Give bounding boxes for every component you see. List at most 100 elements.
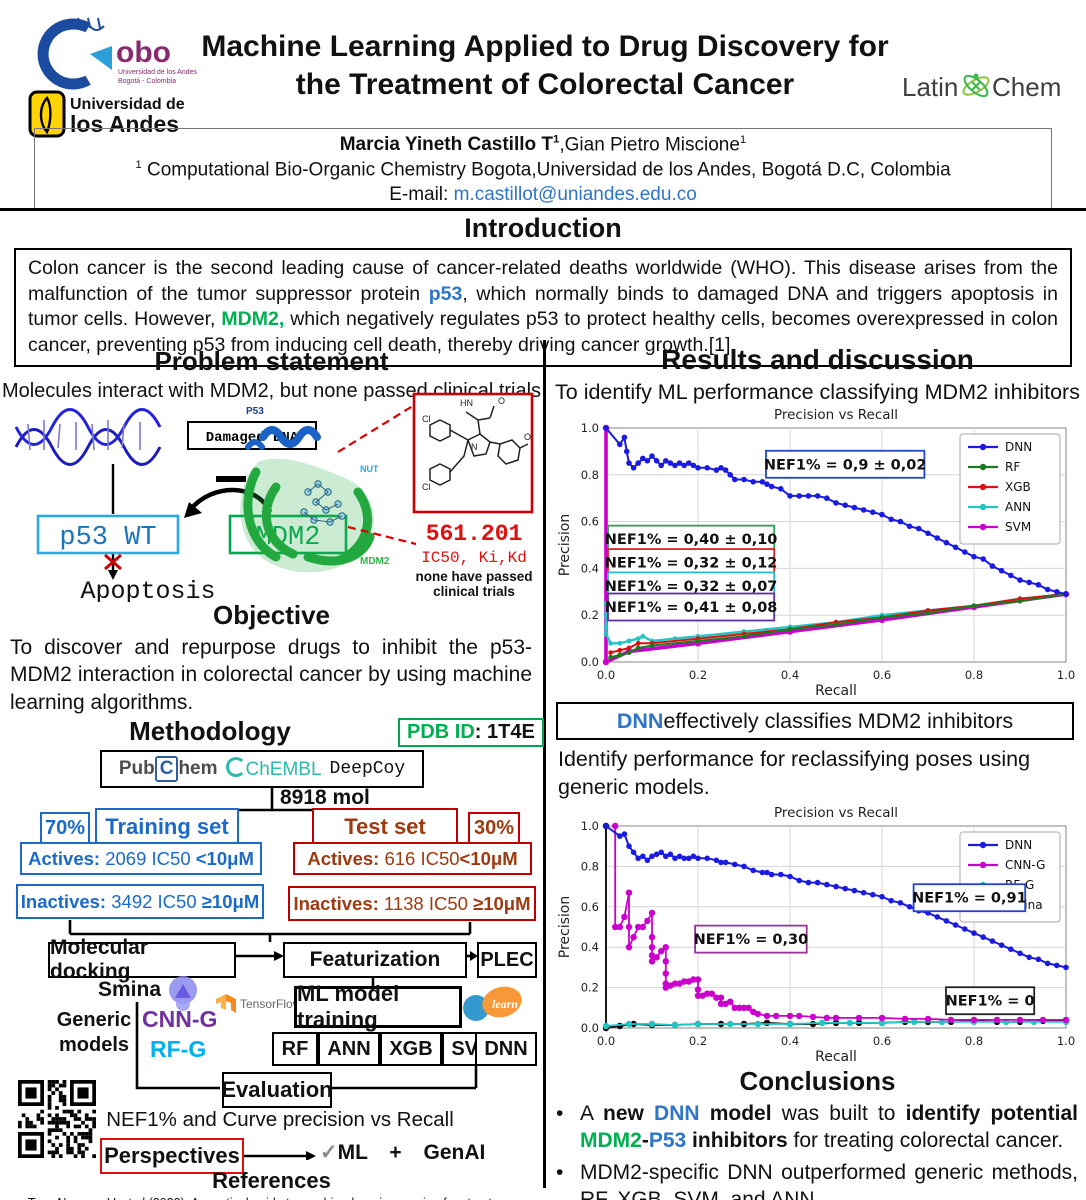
- svg-text:1.0: 1.0: [581, 819, 599, 833]
- cnn-g-label: CNN-G: [142, 1006, 218, 1032]
- conclusions-heading: Conclusions: [739, 1066, 896, 1096]
- svg-text:0.4: 0.4: [581, 940, 599, 954]
- protein-structure: P53 NUT MDM2: [240, 406, 390, 573]
- svg-text:0.2: 0.2: [581, 608, 599, 622]
- generic-models-label: Generic models: [56, 1009, 132, 1056]
- training-set-box: Training set: [95, 808, 239, 846]
- authors-box: Marcia Yineth Castillo T1,Gian Pietro Mi…: [34, 128, 1052, 210]
- header-divider: [0, 208, 1086, 211]
- svg-text:0.0: 0.0: [597, 668, 615, 682]
- rf-g-label: RF-G: [150, 1036, 207, 1062]
- problem-heading: Problem statement: [154, 346, 389, 376]
- svg-text:NEF1% = 0,9 ± 0,02: NEF1% = 0,9 ± 0,02: [764, 457, 927, 473]
- svg-text:NEF1% = 0,91: NEF1% = 0,91: [912, 891, 1027, 907]
- p53-term: p53: [428, 282, 463, 305]
- svg-text:0.6: 0.6: [581, 515, 599, 529]
- svg-text:Universidad de los Andes: Universidad de los Andes: [118, 69, 197, 76]
- svg-text:CNN-G: CNN-G: [1005, 858, 1045, 872]
- conclusion-item-2: • MDM2-specific DNN outperformed generic…: [556, 1160, 1078, 1200]
- deepcoy-logo: DeepCoy: [329, 759, 406, 779]
- svg-text:clinical trials: clinical trials: [433, 584, 515, 599]
- svg-text:NEF1% = 0,30: NEF1% = 0,30: [694, 932, 809, 948]
- svg-text:0.4: 0.4: [581, 561, 599, 575]
- train-actives-box: Actives: 2069 IC50 <10μM: [20, 842, 262, 875]
- svg-text:0.2: 0.2: [689, 1034, 707, 1048]
- svg-text:none have passed: none have passed: [415, 569, 532, 584]
- svg-text:Latin: Latin: [902, 72, 958, 102]
- check-icon: ✓: [320, 1141, 338, 1164]
- svg-text:SVM: SVM: [1005, 520, 1031, 534]
- mol-metrics: IC50, Ki,Kd: [421, 549, 527, 567]
- perspectives-box: Perspectives: [100, 1138, 244, 1174]
- svg-text:O: O: [498, 396, 505, 406]
- svg-text:0.8: 0.8: [965, 668, 983, 682]
- svg-text:N: N: [471, 442, 478, 452]
- uniandes-logo: Universidad de los Andes: [28, 90, 185, 138]
- model-box-dnn: DNN: [475, 1032, 537, 1066]
- precision-recall-chart-2: 0.00.0 0.2 0.2 0.4 0.4 0.6 0.6 0.8 0.8 1.0 1.0 Prec…: [557, 805, 1075, 1065]
- model-box-rf: RF: [272, 1032, 318, 1066]
- poster-title: Machine Learning Applied to Drug Discove…: [201, 30, 889, 101]
- perspectives-targets: ✓ML + GenAI: [320, 1141, 486, 1164]
- mol-count: 8918 mol: [280, 786, 370, 809]
- sklearn-logo: learn: [463, 986, 522, 1021]
- problem-diagram: Damaged DNA p53 WT MDM2 Apoptosis: [14, 392, 534, 602]
- svg-text:0.8: 0.8: [581, 859, 599, 873]
- svg-text:1.0: 1.0: [1057, 668, 1075, 682]
- svg-text:NUT: NUT: [360, 464, 379, 474]
- svg-text:Chem: Chem: [992, 72, 1061, 102]
- train-inactives-box: Inactives: 3492 IC50 ≥10μM: [16, 884, 264, 919]
- affiliation-line: 1 Computational Bio-Organic Chemistry Bo…: [135, 159, 951, 181]
- svg-text:0.4: 0.4: [781, 668, 799, 682]
- svg-text:NEF1% = 0,32 ± 0,07: NEF1% = 0,32 ± 0,07: [605, 579, 778, 595]
- problem-subtitle: Molecules interact with MDM2, but none p…: [1, 380, 542, 402]
- svg-text:ANN: ANN: [1005, 500, 1031, 514]
- svg-text:0.8: 0.8: [581, 468, 599, 482]
- pubchem-hexagon-icon: C: [154, 756, 179, 782]
- svg-text:Recall: Recall: [815, 1049, 857, 1065]
- svg-text:RF: RF: [1005, 460, 1020, 474]
- svg-text:O: O: [524, 432, 531, 442]
- svg-text:NEF1% = 0,40 ± 0,10: NEF1% = 0,40 ± 0,10: [605, 532, 778, 548]
- svg-text:0.8: 0.8: [965, 1034, 983, 1048]
- reclassify-text: Identify performance for reclassifying p…: [558, 747, 1031, 799]
- test-pct-box: 30%: [468, 812, 520, 844]
- test-actives-box: Actives: 616 IC50<10μM: [293, 842, 532, 875]
- email-line: E-mail: m.castillot@uniandes.edu.co: [389, 184, 697, 206]
- svg-text:1.0: 1.0: [1057, 1034, 1075, 1048]
- svg-text:1.0: 1.0: [581, 421, 599, 435]
- featurization-box: Featurization: [283, 942, 467, 978]
- pdb-id-box: PDB ID: 1T4E: [398, 718, 544, 747]
- svg-text:MDM2: MDM2: [360, 556, 390, 567]
- svg-text:0.6: 0.6: [873, 668, 891, 682]
- molecular-docking-box: Molecular docking: [48, 936, 236, 983]
- qr-code: [18, 1080, 96, 1158]
- svg-text:Recall: Recall: [815, 683, 857, 699]
- svg-text:HN: HN: [460, 398, 473, 408]
- objective-text: To discover and repurpose drugs to inhib…: [10, 636, 532, 714]
- svg-text:Cl: Cl: [422, 482, 431, 492]
- svg-text:learn: learn: [492, 997, 518, 1011]
- p53-wt-box: [36, 514, 180, 555]
- conclusion-item-1: • A new DNN model was built to identify …: [556, 1102, 1078, 1153]
- email-link[interactable]: m.castillot@uniandes.edu.co: [453, 184, 697, 206]
- methodology-heading: Methodology: [129, 716, 291, 746]
- tensorflow-logo: TensorFlow: [216, 994, 294, 1013]
- results-subtitle: To identify ML performance classifying M…: [555, 380, 1080, 404]
- test-inactives-box: Inactives: 1138 IC50 ≥10μM: [288, 886, 536, 921]
- svg-text:0.0: 0.0: [581, 655, 599, 669]
- latinchem-icon: [962, 73, 990, 98]
- svg-text:0.4: 0.4: [781, 1034, 799, 1048]
- precision-recall-chart-1: 0.00.0 0.2 0.2 0.4 0.4 0.6 0.6 0.8 0.8 1.0 1.0 Prec…: [557, 407, 1075, 699]
- svg-text:P53: P53: [246, 406, 264, 417]
- svg-text:Cl: Cl: [422, 414, 431, 424]
- svg-text:Precision: Precision: [557, 896, 573, 958]
- cobo-logo: obo Universidad de los Andes Bogotá - Co…: [37, 17, 197, 90]
- svg-text:0.0: 0.0: [597, 1034, 615, 1048]
- introduction-heading: Introduction: [464, 213, 622, 243]
- latinchem-logo: Latin Chem: [902, 72, 1061, 102]
- minus-sign: [216, 476, 246, 482]
- svg-text:0.2: 0.2: [581, 981, 599, 995]
